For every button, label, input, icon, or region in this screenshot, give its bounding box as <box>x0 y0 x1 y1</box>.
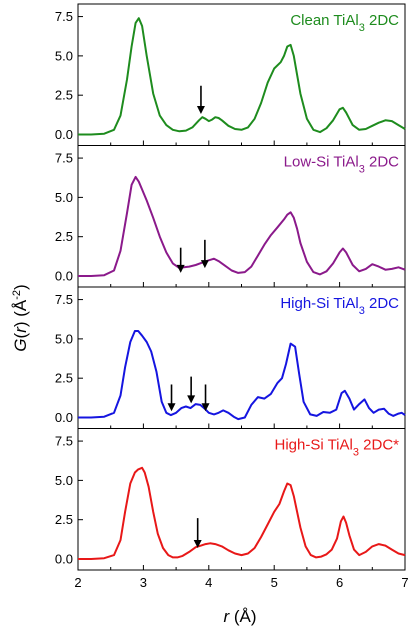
arrow-marker <box>193 518 202 548</box>
arrow-head <box>187 395 196 404</box>
panel-3: 0.0 2.5 5.0 7.5 High-Si TiAl3 2DC <box>55 286 406 429</box>
y-axis-title-arg: r <box>11 326 30 333</box>
y-axis-title: G(r) (Å-2) <box>11 284 30 351</box>
x-axis-title: r (Å) <box>223 607 256 626</box>
y-axis-title-exp: -2 <box>11 290 23 300</box>
panel-label-sub: 3 <box>359 305 365 317</box>
series-line <box>78 17 406 136</box>
series-line <box>78 175 406 277</box>
y-tick-label: 0.0 <box>55 551 73 566</box>
y-tick-label: 5.0 <box>55 190 73 205</box>
panel-label-main: High-Si TiAl <box>275 437 353 454</box>
y-tick-label: 0.0 <box>55 410 73 425</box>
panel-label-sub: 3 <box>359 22 365 34</box>
arrow-head <box>167 403 176 412</box>
arrow-marker <box>201 384 210 412</box>
y-tick-label: 7.5 <box>55 434 73 449</box>
y-tick-label: 5.0 <box>55 473 73 488</box>
x-tick-label: 7 <box>401 575 408 590</box>
panel-label-suffix: 2DC* <box>359 437 399 454</box>
panel-label-sub: 3 <box>353 447 359 459</box>
y-tick-label: 7.5 <box>55 292 73 307</box>
y-axis-title-unit: (Å <box>11 299 30 317</box>
panel-1: 0.0 2.5 5.0 7.5 Clean TiAl3 2DC <box>55 3 406 146</box>
panel-label-suffix: 2DC <box>365 295 399 312</box>
panel-label: High-Si TiAl3 2DC <box>280 295 399 317</box>
y-axis-title-var: G <box>11 338 30 351</box>
arrow-head <box>196 106 205 115</box>
panel-label-suffix: 2DC <box>365 12 399 29</box>
x-tick-label: 2 <box>74 575 81 590</box>
panel-label-main: Clean TiAl <box>290 12 358 29</box>
y-tick-label: 5.0 <box>55 48 73 63</box>
y-axis-title-close: ) <box>11 284 30 290</box>
arrow-marker <box>200 239 209 269</box>
x-tick-label: 4 <box>205 575 212 590</box>
panel-label-suffix: 2DC <box>365 154 399 171</box>
x-tick-label: 5 <box>271 575 278 590</box>
arrow-marker <box>176 247 185 273</box>
arrow-head <box>201 403 210 412</box>
y-tick-label: 2.5 <box>55 88 73 103</box>
arrow-marker <box>196 85 205 115</box>
panel-label-main: High-Si TiAl <box>280 295 358 312</box>
y-tick-label: 0.0 <box>55 268 73 283</box>
y-tick-label: 7.5 <box>55 151 73 166</box>
arrow-marker <box>187 376 196 404</box>
arrow-head <box>200 260 209 269</box>
x-tick-label: 3 <box>140 575 147 590</box>
panel-label-main: Low-Si TiAl <box>284 154 359 171</box>
arrow-head <box>176 264 185 273</box>
panel-label-sub: 3 <box>359 164 365 176</box>
x-axis-title-unit: (Å) <box>234 607 257 626</box>
panel-label: Low-Si TiAl3 2DC <box>284 154 399 176</box>
y-tick-label: 7.5 <box>55 9 73 24</box>
arrow-marker <box>167 384 176 412</box>
x-tick-label: 6 <box>336 575 343 590</box>
panel-label: High-Si TiAl3 2DC* <box>275 437 400 459</box>
series-line <box>78 330 406 421</box>
arrow-head <box>193 539 202 548</box>
y-tick-label: 2.5 <box>55 229 73 244</box>
y-tick-label: 2.5 <box>55 371 73 386</box>
panel-2: 0.0 2.5 5.0 7.5 Low-Si TiAl3 2DC <box>55 145 406 288</box>
y-tick-label: 2.5 <box>55 512 73 527</box>
series-line <box>78 466 406 560</box>
panel-4: 0.0 2.5 5.0 7.5 High-Si TiAl3 2DC* <box>55 428 406 571</box>
x-axis-title-var: r <box>223 607 230 626</box>
y-tick-label: 5.0 <box>55 331 73 346</box>
x-axis: 2 3 4 5 6 7 <box>74 575 408 590</box>
panel-label: Clean TiAl3 2DC <box>290 12 399 34</box>
y-tick-label: 0.0 <box>55 127 73 142</box>
